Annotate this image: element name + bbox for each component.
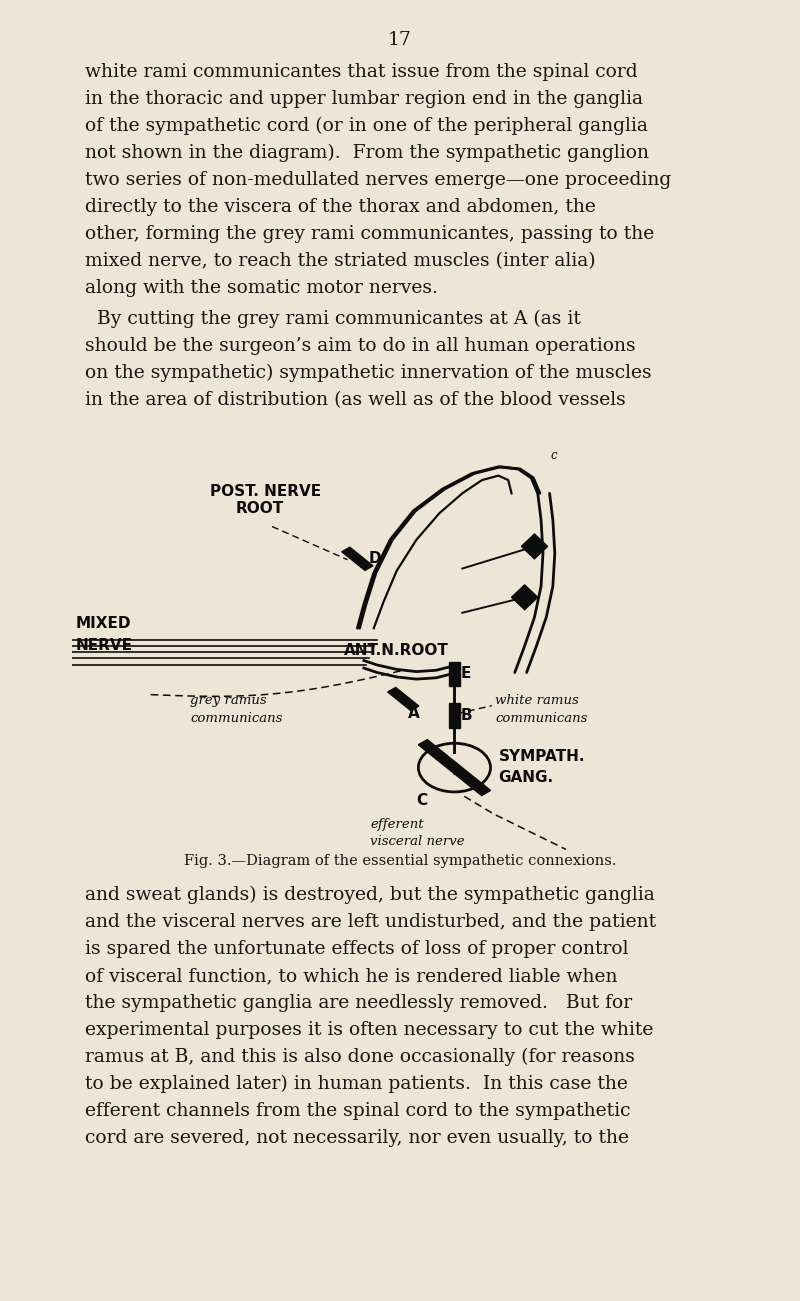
Text: E: E bbox=[461, 666, 471, 682]
Text: in the thoracic and upper lumbar region end in the ganglia: in the thoracic and upper lumbar region … bbox=[85, 90, 643, 108]
Text: ROOT: ROOT bbox=[236, 501, 284, 516]
Text: grey ramus: grey ramus bbox=[190, 693, 266, 706]
Text: C: C bbox=[416, 794, 427, 808]
Text: is spared the unfortunate effects of loss of proper control: is spared the unfortunate effects of los… bbox=[85, 941, 629, 958]
Text: Fig. 3.—Diagram of the essential sympathetic connexions.: Fig. 3.—Diagram of the essential sympath… bbox=[184, 853, 616, 868]
Text: along with the somatic motor nerves.: along with the somatic motor nerves. bbox=[85, 278, 438, 297]
Bar bbox=[450, 662, 460, 686]
Text: NERVE: NERVE bbox=[75, 639, 132, 653]
Text: POST. NERVE: POST. NERVE bbox=[210, 484, 321, 498]
Text: 17: 17 bbox=[388, 31, 412, 49]
Text: directly to the viscera of the thorax and abdomen, the: directly to the viscera of the thorax an… bbox=[85, 198, 596, 216]
Bar bbox=[450, 704, 460, 727]
Text: GANG.: GANG. bbox=[498, 770, 554, 785]
Text: SYMPATH.: SYMPATH. bbox=[498, 749, 585, 764]
Text: communicans: communicans bbox=[495, 712, 587, 725]
Text: of visceral function, to which he is rendered liable when: of visceral function, to which he is ren… bbox=[85, 967, 618, 985]
Text: A: A bbox=[408, 706, 420, 721]
Text: mixed nerve, to reach the striated muscles (inter alia): mixed nerve, to reach the striated muscl… bbox=[85, 252, 596, 271]
Text: visceral nerve: visceral nerve bbox=[370, 835, 465, 848]
Bar bbox=[388, 687, 419, 710]
Text: c: c bbox=[551, 449, 558, 462]
Text: efferent: efferent bbox=[370, 818, 424, 831]
Text: MIXED: MIXED bbox=[75, 617, 130, 631]
Text: on the sympathetic) sympathetic innervation of the muscles: on the sympathetic) sympathetic innervat… bbox=[85, 364, 652, 382]
Text: ANT.N.ROOT: ANT.N.ROOT bbox=[344, 643, 449, 658]
Text: not shown in the diagram).  From the sympathetic ganglion: not shown in the diagram). From the symp… bbox=[85, 144, 649, 163]
Text: should be the surgeon’s aim to do in all human operations: should be the surgeon’s aim to do in all… bbox=[85, 337, 636, 355]
Text: communicans: communicans bbox=[190, 713, 282, 726]
Text: the sympathetic ganglia are needlessly removed.   But for: the sympathetic ganglia are needlessly r… bbox=[85, 994, 632, 1012]
Text: efferent channels from the spinal cord to the sympathetic: efferent channels from the spinal cord t… bbox=[85, 1102, 630, 1120]
Text: cord are severed, not necessarily, nor even usually, to the: cord are severed, not necessarily, nor e… bbox=[85, 1129, 629, 1147]
Text: B: B bbox=[461, 708, 473, 723]
Text: of the sympathetic cord (or in one of the peripheral ganglia: of the sympathetic cord (or in one of th… bbox=[85, 117, 648, 135]
Text: other, forming the grey rami communicantes, passing to the: other, forming the grey rami communicant… bbox=[85, 225, 654, 243]
Text: two series of non-medullated nerves emerge—one proceeding: two series of non-medullated nerves emer… bbox=[85, 170, 671, 189]
Text: and sweat glands) is destroyed, but the sympathetic ganglia: and sweat glands) is destroyed, but the … bbox=[85, 886, 654, 904]
Text: By cutting the grey rami communicantes at A (as it: By cutting the grey rami communicantes a… bbox=[85, 310, 581, 328]
Polygon shape bbox=[511, 585, 538, 610]
Text: ramus at B, and this is also done occasionally (for reasons: ramus at B, and this is also done occasi… bbox=[85, 1049, 635, 1067]
Text: D: D bbox=[369, 552, 381, 566]
Text: and the visceral nerves are left undisturbed, and the patient: and the visceral nerves are left undistu… bbox=[85, 913, 656, 932]
Text: white rami communicantes that issue from the spinal cord: white rami communicantes that issue from… bbox=[85, 62, 638, 81]
Text: in the area of distribution (as well as of the blood vessels: in the area of distribution (as well as … bbox=[85, 392, 626, 409]
Polygon shape bbox=[522, 533, 547, 559]
Bar bbox=[418, 739, 490, 796]
Text: to be explained later) in human patients.  In this case the: to be explained later) in human patients… bbox=[85, 1075, 628, 1093]
Bar bbox=[342, 548, 373, 570]
Text: experimental purposes it is often necessary to cut the white: experimental purposes it is often necess… bbox=[85, 1021, 654, 1039]
Text: white ramus: white ramus bbox=[495, 693, 579, 706]
